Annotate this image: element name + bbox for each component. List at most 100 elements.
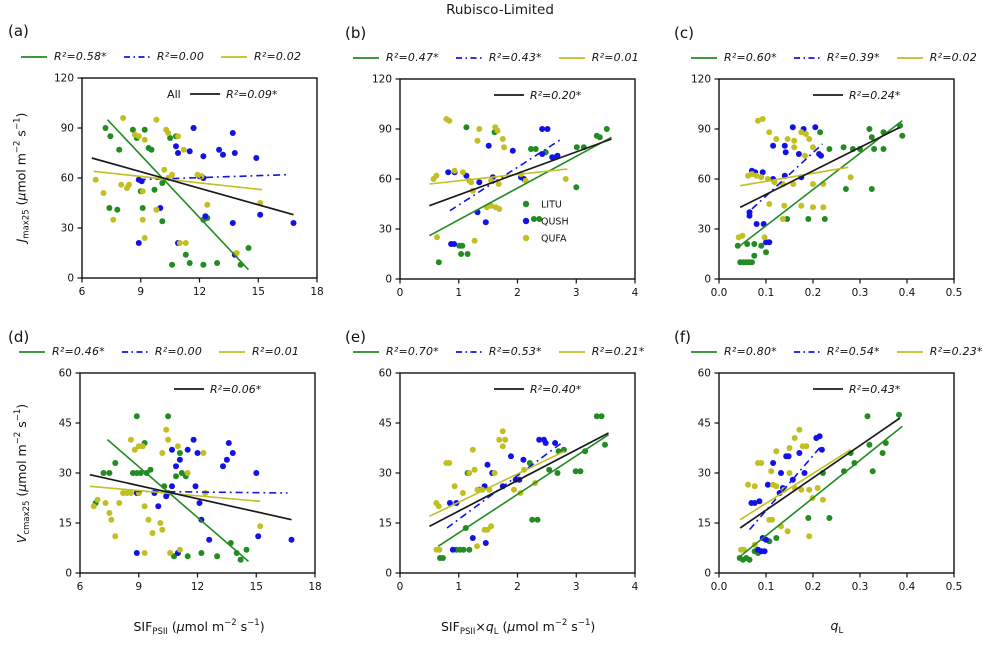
species-legend-label-QUSH: QUSH — [541, 216, 569, 227]
data-point-QUFA — [180, 146, 187, 153]
data-point-QUSH — [225, 440, 232, 446]
legend-r2-label: R²=0.46* — [52, 345, 105, 358]
data-point-QUFA — [474, 137, 481, 144]
species-legend-marker-LITU — [522, 200, 530, 208]
data-point-LITU — [106, 205, 113, 211]
data-point-QUFA — [126, 181, 132, 188]
axes-frame — [718, 78, 955, 280]
data-point-QUFA — [165, 436, 172, 443]
fit-line-QUSH — [138, 173, 288, 181]
data-point-LITU — [866, 126, 873, 132]
x-tick-label: 9 — [137, 286, 144, 298]
data-point-QUSH — [796, 450, 803, 456]
inside-legend-r2-label: R²=0.40* — [530, 383, 582, 396]
data-point-QUSH — [229, 220, 236, 226]
data-point-QUFA — [758, 460, 765, 466]
data-point-QUSH — [253, 155, 260, 161]
data-point-QUSH — [200, 153, 207, 160]
data-point-QUFA — [761, 234, 768, 241]
legend-r2-label: R²=0.21* — [591, 345, 645, 358]
data-point-QUFA — [112, 533, 119, 540]
data-point-QUFA — [434, 234, 440, 241]
data-point-QUSH — [449, 546, 456, 553]
data-point-QUSH — [192, 483, 199, 490]
label-run: J — [13, 238, 29, 242]
legend-r2-label: R²=0.70* — [386, 345, 439, 358]
y-tick-label: 60 — [698, 174, 711, 186]
inside-legend-prefix: All — [167, 88, 181, 101]
legend-line-sample — [21, 55, 47, 58]
legend-item-LITU: R²=0.47* — [352, 51, 439, 64]
data-point-QUFA — [786, 470, 793, 476]
y-tick-label: 60 — [379, 368, 392, 380]
data-point-QUSH — [176, 456, 183, 463]
y-tick-label: 45 — [59, 418, 72, 430]
data-point-QUFA — [499, 443, 506, 450]
species-legend-marker-QUSH — [522, 217, 530, 225]
x-tick-label: 1 — [455, 581, 462, 593]
data-point-QUFA — [755, 117, 761, 124]
data-point-QUFA — [766, 129, 773, 136]
data-point-QUFA — [108, 516, 115, 523]
data-point-QUSH — [229, 130, 236, 136]
panel-b-plot: 0 1 2 3 4 0 30 60 90 120 R²=0.20* LITU QUSH QUFA — [372, 74, 639, 299]
inside-legend-r2-label: R²=0.06* — [210, 383, 262, 396]
data-point-QUFA — [803, 443, 810, 450]
data-point-QUFA — [149, 530, 156, 536]
data-point-QUFA — [488, 202, 495, 209]
data-point-LITU — [148, 146, 155, 153]
legend-row-b: R²=0.47* R²=0.43* R²=0.01 — [352, 51, 639, 64]
y-tick-label: 30 — [379, 468, 392, 480]
data-point-LITU — [528, 146, 534, 152]
data-point-QUFA — [141, 503, 148, 510]
data-point-QUFA — [110, 216, 117, 223]
data-point-QUFA — [200, 450, 207, 456]
axes-frame — [79, 372, 316, 574]
legend-r2-label: R²=0.60* — [724, 51, 777, 64]
data-point-QUFA — [773, 448, 780, 455]
panel-label-d: (d) — [8, 328, 30, 346]
x-tick-label: 6 — [77, 581, 84, 593]
label-run: −1 — [247, 617, 260, 628]
label-run: L — [838, 626, 844, 636]
data-point-QUFA — [791, 144, 798, 151]
data-point-QUSH — [756, 498, 763, 505]
data-point-QUFA — [474, 486, 481, 493]
legend-line-sample — [121, 350, 148, 353]
data-point-QUSH — [801, 470, 808, 476]
data-point-QUFA — [184, 470, 191, 476]
data-point-QUFA — [810, 144, 816, 151]
x-tick-label: 0.3 — [852, 581, 869, 593]
data-point-LITU — [826, 515, 833, 521]
x-axis-label-col2: SIFPSII×qL (μmol m−2 s−1) — [441, 618, 595, 637]
y-tick-label: 45 — [379, 418, 392, 430]
data-point-LITU — [200, 261, 207, 268]
data-point-QUFA — [141, 550, 148, 556]
data-point-QUSH — [253, 470, 260, 476]
x-tick-label: 18 — [308, 581, 321, 593]
data-point-LITU — [147, 466, 154, 473]
legend-row-c: R²=0.60* R²=0.39* R²=0.02 — [690, 51, 977, 64]
data-point-LITU — [169, 261, 176, 268]
data-point-QUFA — [468, 179, 475, 186]
data-point-LITU — [463, 124, 470, 131]
data-point-QUFA — [175, 133, 181, 140]
label-run: mol m — [515, 618, 555, 634]
label-run: −1 — [12, 408, 23, 421]
data-point-LITU — [842, 186, 849, 192]
data-point-QUSH — [818, 446, 825, 453]
data-point-QUFA — [161, 166, 168, 173]
scatter-series-QUFA — [90, 426, 264, 556]
data-point-LITU — [744, 241, 751, 247]
label-run: PSII — [152, 626, 168, 637]
data-point-QUFA — [118, 181, 125, 188]
fit-line-QUFA — [429, 450, 565, 518]
legend-item-LITU: R²=0.60* — [690, 51, 777, 64]
data-point-QUFA — [430, 176, 437, 182]
legend-r2-label: R²=0.01 — [252, 345, 300, 358]
data-point-QUSH — [542, 440, 549, 446]
data-point-QUSH — [484, 461, 491, 468]
data-point-LITU — [114, 206, 121, 213]
legend-r2-label: R²=0.47* — [386, 51, 439, 64]
data-point-LITU — [184, 553, 191, 560]
